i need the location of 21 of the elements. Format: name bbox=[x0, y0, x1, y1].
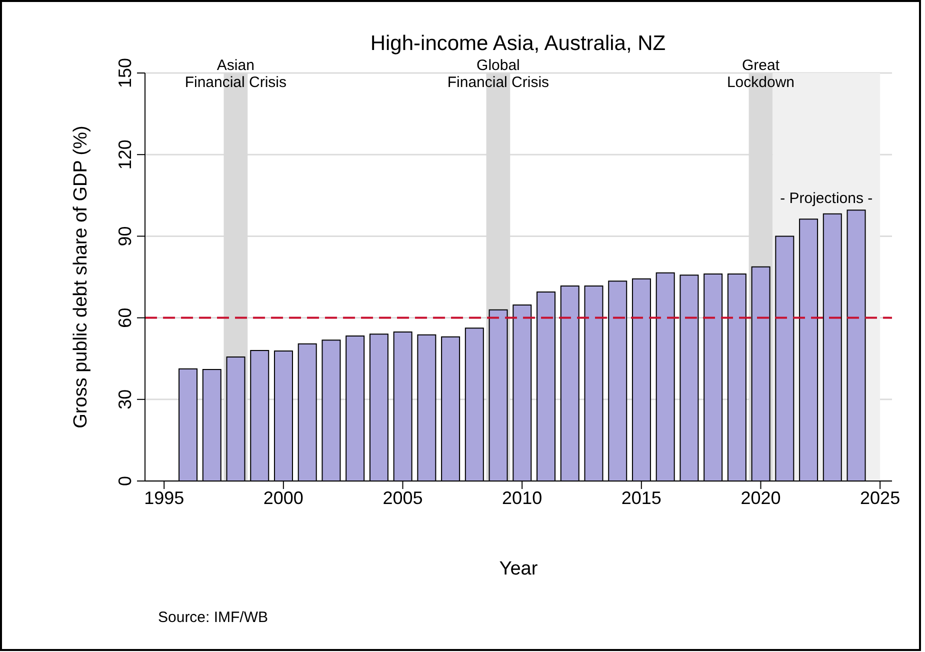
y-tick-label: 150 bbox=[115, 58, 135, 88]
x-tick-label: 2000 bbox=[263, 488, 304, 508]
y-tick-label: 60 bbox=[115, 308, 135, 328]
chart-title: High-income Asia, Australia, NZ bbox=[370, 32, 666, 55]
band-label: - Projections - bbox=[780, 190, 873, 207]
x-tick-label: 2025 bbox=[860, 488, 900, 508]
y-tick-label: 120 bbox=[115, 140, 135, 170]
y-axis-title: Gross public debt share of GDP (%) bbox=[70, 126, 92, 428]
x-tick-label: 2005 bbox=[382, 488, 423, 508]
band-label: Global Financial Crisis bbox=[447, 57, 550, 91]
source-note: Source: IMF/WB bbox=[158, 609, 268, 626]
x-axis-title: Year bbox=[499, 558, 538, 580]
y-tick-label: 90 bbox=[115, 226, 135, 246]
x-tick-label: 1995 bbox=[144, 488, 184, 508]
band-label: Asian Financial Crisis bbox=[184, 57, 287, 91]
y-tick-label: 30 bbox=[115, 389, 135, 410]
x-tick-label: 2020 bbox=[740, 488, 781, 508]
y-tick-label: 0 bbox=[115, 476, 135, 486]
x-tick-label: 2015 bbox=[621, 488, 662, 508]
band-label: Great Lockdown bbox=[726, 57, 795, 91]
x-tick-label: 2010 bbox=[502, 488, 542, 508]
